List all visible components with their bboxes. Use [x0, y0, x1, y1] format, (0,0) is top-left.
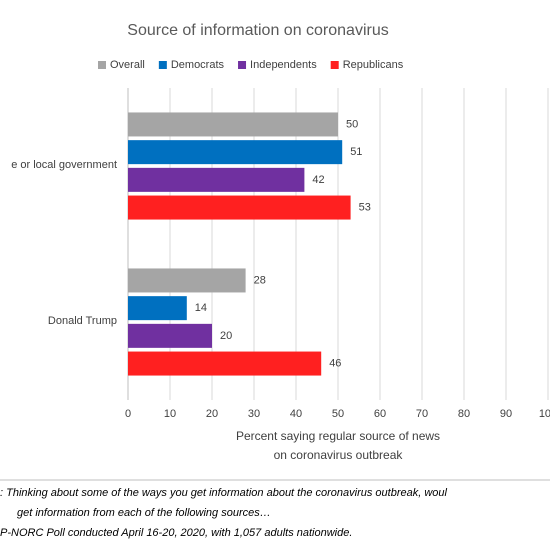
y-tick-label: Donald Trump	[48, 315, 117, 327]
bar	[128, 112, 338, 137]
data-label: 51	[350, 146, 362, 158]
bar	[128, 195, 351, 220]
data-label: 42	[312, 174, 324, 186]
x-tick-label: 50	[332, 408, 344, 420]
data-label: 28	[254, 274, 266, 286]
data-label: 20	[220, 330, 232, 342]
data-label: 14	[195, 302, 207, 314]
x-tick-label: 0	[125, 408, 131, 420]
x-tick-label: 30	[248, 408, 260, 420]
note: get information from each of the followi…	[17, 507, 271, 519]
bar	[128, 140, 343, 165]
legend-label: Overall	[110, 59, 145, 71]
legend-swatch	[238, 61, 247, 69]
chart-title: Source of information on coronavirus	[127, 22, 388, 39]
bar	[128, 323, 212, 348]
bar	[128, 296, 187, 321]
bar	[128, 351, 322, 376]
x-tick-label: 10	[164, 408, 176, 420]
data-label: 53	[359, 201, 371, 213]
legend-swatch	[158, 61, 167, 69]
x-tick-label: 80	[458, 408, 470, 420]
data-label: 46	[329, 357, 341, 369]
note: : Thinking about some of the ways you ge…	[0, 487, 448, 499]
legend-label: Independents	[250, 59, 317, 71]
data-label: 50	[346, 118, 358, 130]
legend-label: Democrats	[171, 59, 225, 71]
x-tick-label: 90	[500, 408, 512, 420]
bar	[128, 268, 246, 293]
x-axis-label: on coronavirus outbreak	[274, 448, 404, 462]
x-axis-label: Percent saying regular source of news	[236, 429, 440, 443]
bar	[128, 167, 305, 192]
note: P-NORC Poll conducted April 16-20, 2020,…	[0, 527, 352, 539]
x-tick-label: 100	[539, 408, 550, 420]
legend-label: Republicans	[343, 59, 404, 71]
legend-swatch	[330, 61, 339, 69]
x-tick-label: 40	[290, 408, 302, 420]
x-tick-label: 70	[416, 408, 428, 420]
y-tick-label: e or local government	[11, 159, 117, 171]
x-tick-label: 60	[374, 408, 386, 420]
x-tick-label: 20	[206, 408, 218, 420]
legend-swatch	[98, 61, 106, 69]
